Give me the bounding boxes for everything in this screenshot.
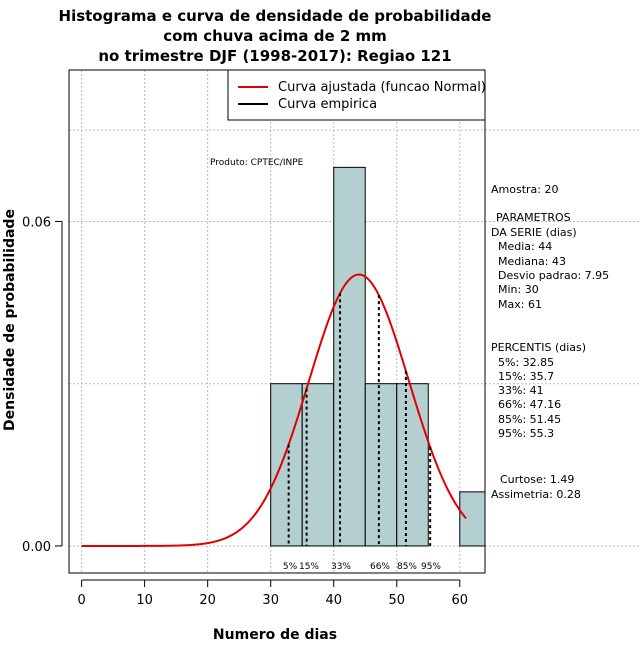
histogram-bar-0 [270,383,303,547]
watermark-text: Produto: CPTEC/INPE [210,158,304,168]
stat-curtose: Curtose: 1.49 [500,473,574,486]
legend: Curva ajustada (funcao Normal) Curva emp… [227,69,486,121]
histogram-bar-6 [459,491,486,547]
x-tick-label-6: 60 [452,593,469,608]
stat-p15: 15%: 35.7 [498,370,554,383]
stat-desvio: Desvio padrao: 7.95 [498,269,609,282]
y-tick-label-0: 0.00 [22,540,51,555]
legend-fitted-label: Curva ajustada (funcao Normal) [278,80,486,95]
stats-panel: Amostra: 20 PARAMETROS DA SERIE (dias) M… [491,183,609,501]
y-tick-label-1: 0.06 [22,215,51,230]
x-axis-label: Numero de dias [213,627,337,643]
stat-parametros-title-1: PARAMETROS [496,211,571,224]
chart-title-line-3: no trimestre DJF (1998-2017): Regiao 121 [98,47,451,65]
histogram-bars [270,166,486,547]
histogram-bar-2 [333,166,366,547]
x-axis: 0 10 20 30 40 50 60 [77,579,469,608]
chart-title-line-2: com chuva acima de 2 mm [163,27,387,45]
chart-title-line-1: Histograma e curva de densidade de proba… [59,7,492,25]
percentile-label-4: 85% [397,562,417,572]
x-tick-label-0: 0 [77,593,85,608]
histogram-bar-1 [301,383,335,547]
x-tick-label-3: 30 [262,593,279,608]
stat-mediana: Mediana: 43 [498,255,566,268]
stat-percentis-title: PERCENTIS (dias) [491,341,586,354]
x-tick-label-1: 10 [136,593,153,608]
percentile-label-1: 15% [299,562,319,572]
stat-assimetria: Assimetria: 0.28 [491,488,581,501]
stat-min: Min: 30 [498,283,539,296]
percentile-label-0: 5% [283,562,298,572]
stat-media: Media: 44 [498,240,552,253]
legend-box [227,69,486,121]
stat-p66: 66%: 47.16 [498,398,561,411]
fitted-normal-curve [81,273,467,547]
x-tick-label-5: 50 [388,593,405,608]
stat-p95: 95%: 55.3 [498,427,554,440]
legend-empirical-label: Curva empirica [278,97,377,112]
y-axis: 0.00 0.06 [22,215,63,555]
stat-parametros-title-2: DA SERIE (dias) [491,226,577,239]
stat-p5: 5%: 32.85 [498,356,554,369]
y-axis-label: Densidade de probabilidade [2,209,18,431]
percentile-label-3: 66% [370,562,390,572]
stat-p33: 33%: 41 [498,384,544,397]
percentile-markers: 5% 15% 33% 66% 85% 95% [283,293,441,572]
stat-p85: 85%: 51.45 [498,413,561,426]
x-tick-label-4: 40 [325,593,342,608]
x-tick-label-2: 20 [199,593,216,608]
fitted-curve-layer [81,273,467,547]
percentile-label-5: 95% [421,562,441,572]
histogram-bar-3 [364,383,398,547]
percentile-label-2: 33% [331,562,351,572]
stat-max: Max: 61 [498,298,542,311]
stat-amostra: Amostra: 20 [491,183,558,196]
histogram-bar-4 [396,383,429,547]
